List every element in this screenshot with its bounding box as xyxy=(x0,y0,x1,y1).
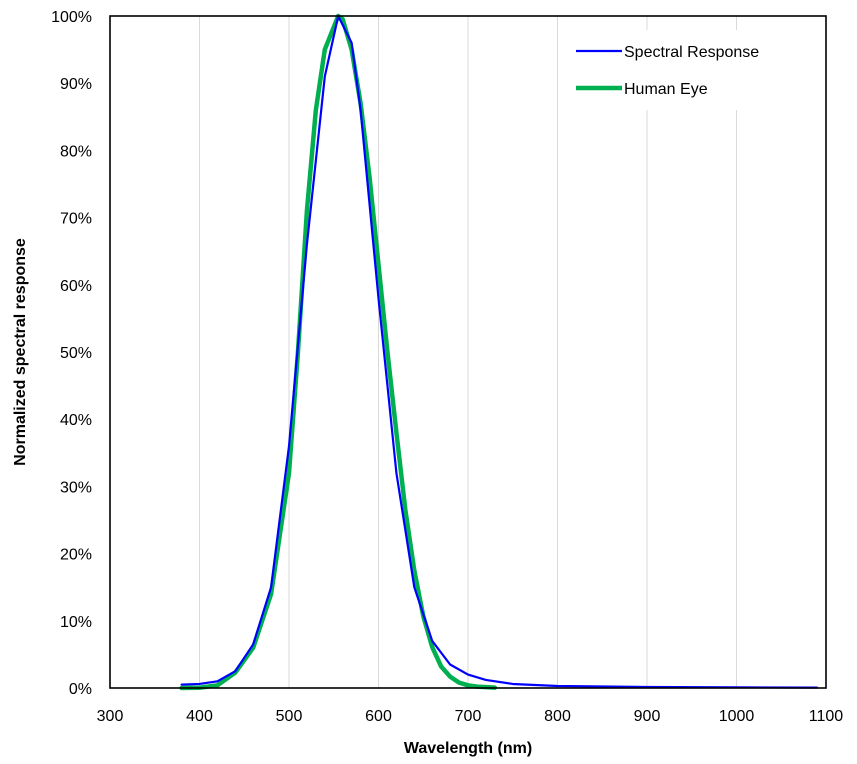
x-tick-labels: 300 400 500 600 700 800 900 1000 1100 xyxy=(97,708,844,725)
y-tick-label: 70% xyxy=(60,211,92,228)
y-tick-label: 10% xyxy=(60,614,92,631)
x-tick-label: 800 xyxy=(544,708,571,725)
y-tick-label: 80% xyxy=(60,143,92,160)
legend: Spectral Response Human Eye xyxy=(558,30,808,110)
x-axis-title: Wavelength (nm) xyxy=(404,740,532,757)
legend-label-human-eye: Human Eye xyxy=(624,81,708,98)
series-layer xyxy=(179,13,819,691)
x-tick-label: 900 xyxy=(634,708,661,725)
y-tick-label: 20% xyxy=(60,547,92,564)
y-tick-label: 100% xyxy=(51,9,92,26)
grid xyxy=(199,16,737,688)
y-tick-label: 40% xyxy=(60,412,92,429)
plot-frame xyxy=(109,15,827,689)
x-tick-label: 300 xyxy=(97,708,124,725)
y-tick-labels: 0% 10% 20% 30% 40% 50% 60% 70% 80% 90% 100% xyxy=(51,9,92,698)
y-tick-label: 30% xyxy=(60,479,92,496)
x-tick-label: 400 xyxy=(186,708,213,725)
x-tick-label: 1000 xyxy=(719,708,755,725)
legend-label-spectral-response: Spectral Response xyxy=(624,44,759,61)
x-tick-label: 700 xyxy=(455,708,482,725)
legend-background xyxy=(558,30,808,110)
y-tick-label: 90% xyxy=(60,76,92,93)
y-axis-title: Normalized spectral response xyxy=(12,238,29,466)
y-tick-label: 60% xyxy=(60,278,92,295)
series-line-spectral-response xyxy=(180,14,819,689)
x-tick-label: 500 xyxy=(276,708,303,725)
y-tick-label: 50% xyxy=(60,345,92,362)
x-tick-label: 1100 xyxy=(809,708,844,725)
y-tick-label: 0% xyxy=(69,681,92,698)
x-tick-label: 600 xyxy=(365,708,392,725)
